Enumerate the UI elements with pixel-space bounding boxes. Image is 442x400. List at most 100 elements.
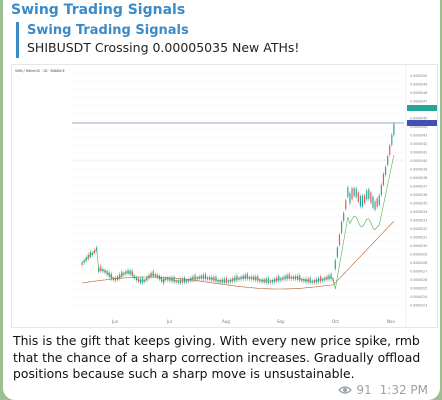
candle-body: [282, 277, 284, 280]
y-tick-label: 0.0000025: [410, 287, 427, 291]
reply-quote[interactable]: Swing Trading Signals SHIBUSDT Crossing …: [16, 22, 436, 58]
candle-body: [102, 269, 104, 272]
reply-title: Swing Trading Signals: [27, 23, 189, 38]
candle-body: [353, 188, 355, 197]
candle-body: [267, 277, 269, 283]
chart-image[interactable]: SHIB / TetherUS · 1D · BINANCE 0.0000050…: [11, 64, 438, 328]
candle-body: [246, 273, 248, 280]
candle-body: [100, 266, 102, 272]
x-tick-label: Jun: [111, 319, 119, 324]
candle-body: [336, 247, 338, 257]
candle-body: [309, 277, 311, 283]
candle-body: [322, 279, 324, 282]
last-price-tag: [407, 105, 437, 111]
y-tick-label: 0.0000027: [410, 270, 427, 274]
eye-icon: [338, 386, 353, 394]
candle-body: [345, 200, 347, 209]
candle-body: [209, 277, 211, 280]
candle-body: [355, 188, 357, 198]
candle-body: [278, 275, 280, 282]
reply-text: SHIBUSDT Crossing 0.00005035 New ATHs!: [27, 40, 300, 55]
candle-body: [91, 253, 94, 255]
x-tick-label: Jul: [166, 319, 172, 324]
y-tick-label: 0.0000037: [410, 185, 427, 189]
candle-body: [156, 274, 158, 278]
candle-body: [343, 213, 345, 221]
y-tick-label: 0.0000030: [410, 244, 427, 248]
x-tick-label: Nov: [387, 319, 395, 324]
sender-name[interactable]: Swing Trading Signals: [11, 2, 186, 18]
message-caption: This is the gift that keeps giving. With…: [13, 333, 421, 381]
y-tick-label: 0.0000036: [410, 193, 427, 197]
candle-body: [225, 277, 228, 283]
candle-body: [372, 196, 374, 208]
candle-body: [204, 273, 207, 280]
candle-body: [361, 195, 364, 207]
y-tick-label: 0.0000048: [410, 91, 427, 95]
candle-body: [227, 280, 230, 283]
candle-body: [259, 279, 261, 282]
candle-body: [186, 280, 188, 283]
candle-body: [131, 270, 133, 277]
chart-header: SHIB / TetherUS · 1D · BINANCE: [15, 69, 65, 73]
candle-body: [81, 263, 83, 265]
candle-body: [165, 277, 167, 280]
candle-body: [238, 278, 240, 281]
candle-body: [393, 123, 395, 135]
candle-body: [338, 234, 341, 245]
candle-body: [303, 278, 305, 282]
candle-body: [175, 280, 177, 283]
candle-body: [188, 278, 190, 282]
candle-body: [93, 250, 96, 253]
candle-body: [152, 271, 154, 277]
candle-body: [340, 221, 343, 233]
candle-body: [320, 276, 322, 282]
candle-body: [257, 275, 259, 282]
candle-body: [183, 277, 186, 283]
candle-body: [177, 280, 179, 283]
candle-body: [324, 277, 326, 281]
x-tick-label: Aug: [222, 319, 230, 324]
candle-body: [351, 188, 353, 200]
candle-body: [173, 276, 175, 283]
candle-body: [376, 198, 378, 208]
candle-body: [144, 280, 146, 283]
y-tick-label: 0.0000035: [410, 202, 427, 206]
candle-body: [290, 277, 292, 280]
message-meta: 91 1:32 PM: [338, 382, 428, 398]
candle-body: [261, 279, 263, 283]
candle-body: [359, 195, 362, 207]
candle-body: [389, 145, 391, 155]
candle-body: [219, 279, 221, 283]
y-tick-label: 0.0000026: [410, 278, 427, 282]
candle-body: [280, 278, 282, 281]
candle-body: [368, 189, 370, 199]
moving-average-slow: [81, 220, 395, 290]
y-tick-label: 0.0000023: [410, 304, 427, 308]
candle-body: [142, 277, 144, 283]
candle-body: [330, 273, 332, 280]
candle-body: [198, 276, 200, 280]
candle-body: [215, 276, 217, 282]
view-count: 91: [356, 383, 372, 397]
y-tick-label: 0.0000043: [410, 134, 427, 138]
y-tick-label: 0.0000034: [410, 210, 427, 214]
candle-body: [110, 273, 112, 279]
y-tick-label: 0.0000042: [410, 142, 427, 146]
x-tick-label: Oct: [332, 319, 339, 324]
candle-body: [288, 273, 290, 280]
y-tick-label: 0.0000045: [410, 117, 427, 121]
candle-body: [347, 187, 349, 197]
candle-body: [207, 277, 209, 280]
y-tick-label: 0.0000044: [410, 125, 427, 129]
candle-body: [334, 260, 336, 269]
candle-body: [374, 201, 376, 210]
candle-body: [366, 190, 368, 200]
candle-body: [269, 280, 271, 283]
y-tick-label: 0.0000049: [410, 83, 427, 87]
candle-body: [299, 275, 301, 281]
candle-body: [380, 184, 382, 195]
candle-body: [135, 277, 138, 281]
candle-body: [89, 251, 91, 257]
candle-body: [370, 192, 372, 203]
